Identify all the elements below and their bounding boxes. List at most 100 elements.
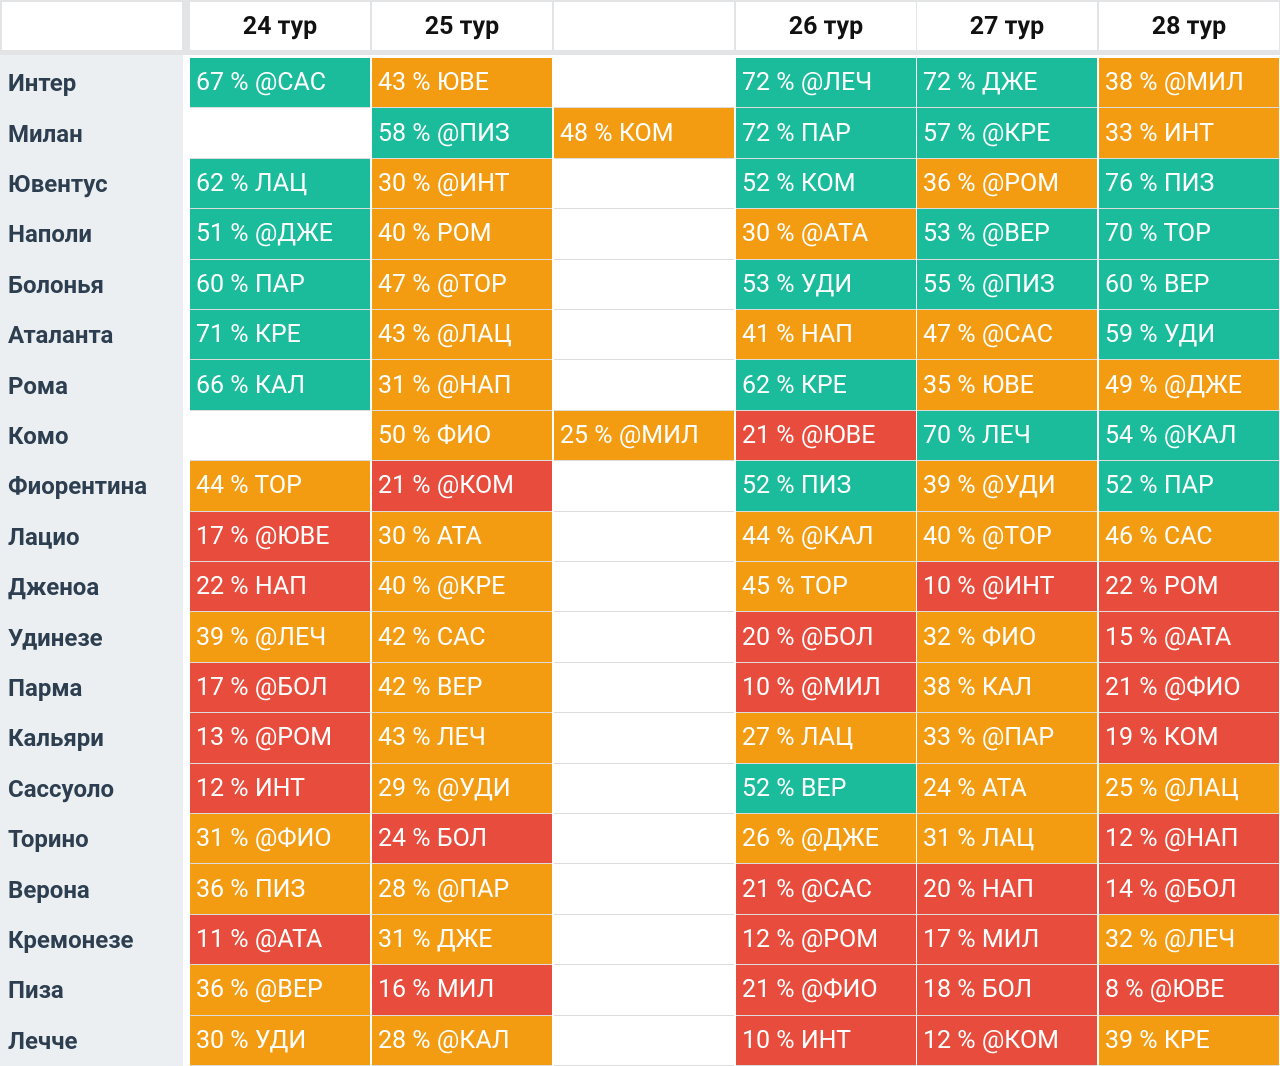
cell: 47 % @САС	[917, 310, 1097, 361]
cell: 11 % @АТА	[190, 914, 370, 966]
cell: 29 % @УДИ	[372, 763, 552, 814]
cell: 70 % ЛЕЧ	[917, 410, 1097, 462]
team-name: Сассуоло	[8, 774, 114, 803]
cell: 33 % @ПАР	[917, 713, 1097, 764]
cell: 71 % КРЕ	[190, 310, 370, 361]
cell	[554, 814, 734, 865]
cell: 31 % @ФИО	[190, 814, 370, 865]
cell: 38 % КАЛ	[917, 662, 1097, 714]
cell: 12 % ИНТ	[190, 763, 370, 814]
cell: 38 % @МИЛ	[1099, 58, 1279, 109]
cell: 24 % БОЛ	[372, 814, 552, 865]
team-name: Лечче	[8, 1026, 78, 1055]
cell: 76 % ПИЗ	[1099, 158, 1279, 210]
cell: 72 % @ЛЕЧ	[736, 58, 916, 109]
cell: 10 % @ИНТ	[917, 562, 1097, 613]
cell: 30 % АТА	[372, 511, 552, 562]
cell: 52 % ПИЗ	[736, 461, 916, 512]
cell: 13 % @РОМ	[190, 713, 370, 764]
team-name: Ювентус	[8, 169, 108, 198]
cell: 53 % УДИ	[736, 259, 916, 310]
team-name: Болонья	[8, 270, 104, 299]
cell: 21 % @САС	[736, 864, 916, 915]
cell: 55 % @ПИЗ	[917, 259, 1097, 310]
cell: 21 % @ЮВЕ	[736, 410, 916, 462]
column-header	[554, 2, 734, 50]
cell	[554, 612, 734, 663]
cell	[554, 763, 734, 814]
cell	[554, 511, 734, 562]
cell: 72 % ДЖЕ	[917, 58, 1097, 109]
cell	[554, 662, 734, 714]
cell: 28 % @КАЛ	[372, 1015, 552, 1066]
cell: 17 % @ЮВЕ	[190, 511, 370, 562]
cell: 67 % @САС	[190, 58, 370, 109]
cell: 32 % @ЛЕЧ	[1099, 914, 1279, 966]
cell: 72 % ПАР	[736, 108, 916, 159]
team-name: Кремонезе	[8, 925, 134, 954]
team-name: Фиорентина	[8, 472, 148, 501]
cell: 40 % @КРЕ	[372, 562, 552, 613]
cell	[554, 158, 734, 210]
cell: 22 % НАП	[190, 562, 370, 613]
team-name: Пиза	[8, 976, 64, 1005]
cell: 46 % САС	[1099, 511, 1279, 562]
cell: 62 % КРЕ	[736, 360, 916, 411]
cell: 40 % @ТОР	[917, 511, 1097, 562]
cell: 17 % @БОЛ	[190, 662, 370, 714]
cell	[554, 562, 734, 613]
column-header: 28 тур	[1099, 2, 1279, 50]
cell: 19 % КОМ	[1099, 713, 1279, 764]
cell	[554, 914, 734, 966]
team-name: Верона	[8, 875, 90, 904]
cell: 60 % ПАР	[190, 259, 370, 310]
cell: 25 % @МИЛ	[554, 410, 734, 462]
cell: 31 % ЛАЦ	[917, 814, 1097, 865]
cell: 52 % КОМ	[736, 158, 916, 210]
cell: 52 % ПАР	[1099, 461, 1279, 512]
cell	[554, 360, 734, 411]
team-name: Наполи	[8, 220, 92, 249]
cell	[190, 108, 370, 159]
cell: 21 % @ФИО	[736, 965, 916, 1016]
cell	[554, 864, 734, 915]
team-name: Парма	[8, 673, 83, 702]
team-name: Удинезе	[8, 623, 103, 652]
cell: 28 % @ПАР	[372, 864, 552, 915]
cell	[554, 259, 734, 310]
cell	[554, 461, 734, 512]
cell: 36 % ПИЗ	[190, 864, 370, 915]
cell: 15 % @АТА	[1099, 612, 1279, 663]
cell: 52 % ВЕР	[736, 763, 916, 814]
cell: 49 % @ДЖЕ	[1099, 360, 1279, 411]
cell: 12 % @КОМ	[917, 1015, 1097, 1066]
cell: 58 % @ПИЗ	[372, 108, 552, 159]
cell: 36 % @РОМ	[917, 158, 1097, 210]
team-name: Кальяри	[8, 724, 104, 753]
cell: 42 % САС	[372, 612, 552, 663]
cell: 43 % ЛЕЧ	[372, 713, 552, 764]
cell: 54 % @КАЛ	[1099, 410, 1279, 462]
cell: 33 % ИНТ	[1099, 108, 1279, 159]
cell: 25 % @ЛАЦ	[1099, 763, 1279, 814]
cell: 18 % БОЛ	[917, 965, 1097, 1016]
team-name: Торино	[8, 825, 89, 854]
cell: 31 % @НАП	[372, 360, 552, 411]
cell: 57 % @КРЕ	[917, 108, 1097, 159]
cell	[554, 713, 734, 764]
cell	[190, 410, 370, 462]
team-column	[0, 55, 183, 1066]
cell: 48 % КОМ	[554, 108, 734, 159]
cell: 27 % ЛАЦ	[736, 713, 916, 764]
column-header: 25 тур	[372, 2, 552, 50]
cell: 43 % @ЛАЦ	[372, 310, 552, 361]
cell: 20 % @БОЛ	[736, 612, 916, 663]
team-name: Дженоа	[8, 573, 100, 602]
cell: 12 % @РОМ	[736, 914, 916, 966]
team-name: Милан	[8, 119, 83, 148]
cell: 43 % ЮВЕ	[372, 58, 552, 109]
cell: 51 % @ДЖЕ	[190, 209, 370, 260]
cell: 59 % УДИ	[1099, 310, 1279, 361]
team-name: Аталанта	[8, 321, 114, 350]
